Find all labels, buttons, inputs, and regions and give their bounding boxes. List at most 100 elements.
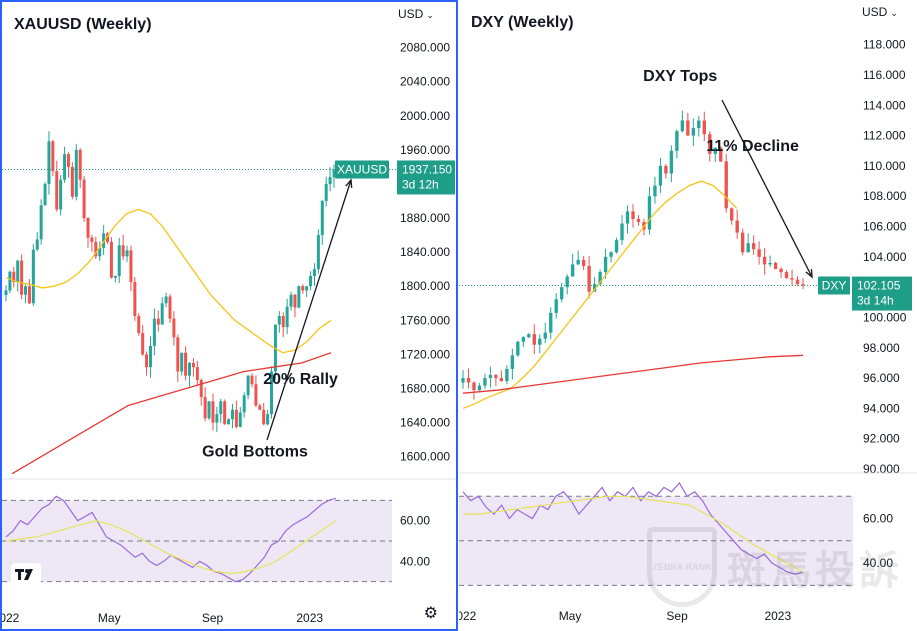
candle-body — [180, 353, 183, 372]
candle-body — [24, 286, 27, 295]
candle-body — [243, 395, 246, 412]
candle-body — [118, 245, 121, 276]
candle-body — [571, 264, 574, 276]
candle-body — [472, 383, 475, 391]
price-axis-label: 92.000 — [863, 432, 900, 446]
rsi-axis-label: 60.00 — [400, 514, 430, 528]
price-axis-label: 104.000 — [863, 250, 907, 264]
annotation-text: DXY Tops — [643, 68, 717, 85]
time-axis-label: 2022 — [2, 611, 20, 625]
candle-body — [576, 260, 579, 265]
candle-body — [59, 180, 62, 210]
candle-body — [604, 257, 607, 272]
candle-body — [309, 276, 312, 286]
candle-body — [231, 410, 234, 419]
settings-gear-icon[interactable]: ⚙ — [424, 603, 438, 623]
candle-body — [211, 401, 214, 422]
candle-body — [483, 378, 486, 386]
candle-body — [305, 286, 308, 290]
countdown-label: 3d 14h — [857, 294, 894, 308]
candle-body — [290, 295, 293, 307]
candle-body — [752, 243, 755, 249]
currency-label: USD — [862, 5, 887, 19]
candle-body — [317, 235, 320, 269]
candle-body — [675, 131, 678, 151]
price-axis-label: 108.000 — [863, 189, 907, 203]
candle-body — [200, 380, 203, 397]
time-axis-label: 2022 — [459, 609, 477, 623]
dxy-chart[interactable]: 118.000 116.000 114.000 112.000 110.000 108.0… — [459, 0, 917, 631]
candle-body — [192, 363, 195, 367]
price-axis-label: 114.000 — [863, 98, 906, 112]
candle-body — [609, 252, 612, 257]
candle-body — [615, 240, 618, 252]
candle-body — [516, 342, 519, 356]
candle-body — [153, 319, 156, 346]
candle-body — [122, 245, 125, 256]
candle-body — [681, 120, 684, 131]
candle-body — [555, 299, 558, 313]
candle-body — [774, 263, 777, 269]
candle-body — [110, 242, 113, 278]
price-axis-label: 1960.000 — [400, 143, 450, 157]
dxy-chart-panel[interactable]: 118.000 116.000 114.000 112.000 110.000 108.0… — [459, 0, 917, 631]
candle-body — [133, 282, 136, 316]
candle-body — [790, 278, 793, 280]
candle-body — [223, 401, 226, 424]
last-price-label: 1937.150 — [402, 162, 452, 176]
candle-body — [626, 211, 629, 223]
candle-body — [522, 337, 525, 342]
tradingview-logo-icon[interactable] — [11, 563, 41, 585]
price-axis-label: 90.000 — [863, 462, 900, 476]
time-axis-label: May — [559, 609, 582, 623]
time-axis-label: 2023 — [764, 609, 791, 623]
candle-body — [489, 375, 492, 378]
candle-body — [620, 224, 623, 241]
price-axis-label: 106.000 — [863, 220, 907, 234]
currency-label: USD — [398, 7, 423, 21]
candle-body — [44, 184, 47, 205]
candle-body — [67, 154, 70, 167]
candle-body — [313, 269, 316, 276]
chevron-down-icon: ⌄ — [890, 8, 898, 19]
trend-arrow-line — [267, 180, 351, 440]
xauusd-chart[interactable]: 2080.0002040.0002000.0001960.0001920.000… — [2, 2, 456, 629]
candle-body — [278, 316, 281, 325]
candle-body — [321, 201, 324, 235]
candle-body — [670, 151, 673, 174]
candle-body — [796, 280, 799, 285]
currency-selector[interactable]: USD ⌄ — [862, 5, 898, 19]
candle-body — [692, 128, 695, 136]
candle-body — [114, 276, 117, 278]
candle-body — [208, 401, 211, 418]
price-axis-label: 1640.000 — [400, 416, 450, 430]
candle-body — [169, 296, 172, 318]
candle-body — [32, 250, 35, 304]
price-axis-label: 98.000 — [863, 341, 900, 355]
price-axis-label: 94.000 — [863, 401, 900, 415]
candle-body — [653, 186, 656, 197]
xauusd-chart-panel[interactable]: 2080.0002040.0002000.0001960.0001920.000… — [0, 0, 458, 631]
candle-body — [500, 378, 503, 381]
candle-body — [763, 257, 766, 265]
candle-body — [126, 250, 129, 256]
candle-body — [725, 161, 728, 208]
candle-body — [746, 243, 749, 252]
symbol-label: XAUUSD — [337, 162, 387, 176]
annotation-text: 20% Rally — [263, 371, 338, 388]
candle-body — [648, 196, 651, 229]
candle-body — [141, 333, 144, 354]
trend-arrow-line — [722, 100, 812, 277]
candle-body — [204, 397, 207, 418]
candle-body — [87, 218, 90, 238]
candle-body — [703, 120, 706, 134]
candle-body — [251, 376, 254, 385]
candle-body — [329, 177, 332, 184]
candle-body — [196, 367, 199, 380]
currency-selector[interactable]: USD ⌄ — [398, 7, 434, 21]
time-axis-label: Sep — [202, 611, 224, 625]
time-axis-label: 2023 — [296, 611, 323, 625]
candle-body — [659, 166, 662, 186]
last-price-label: 102.105 — [857, 279, 901, 293]
candle-body — [137, 316, 140, 333]
